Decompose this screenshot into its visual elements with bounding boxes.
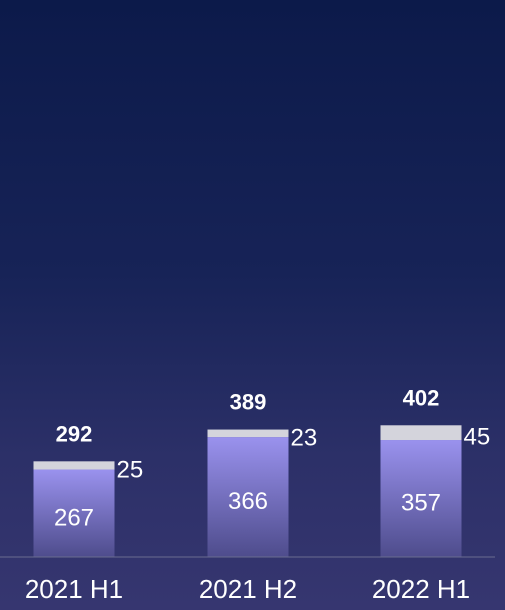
- data-label-top: 23: [291, 424, 318, 451]
- x-tick-label: 2022 H1: [372, 574, 470, 604]
- bar-segment-main: [33, 469, 115, 557]
- bar-segment-main: [380, 440, 462, 557]
- x-tick-label: 2021 H2: [199, 574, 297, 604]
- data-label-top: 25: [117, 456, 144, 483]
- data-label-total: 402: [403, 385, 440, 410]
- data-label-main: 357: [401, 490, 441, 517]
- bar-segment-top: [33, 461, 115, 470]
- data-label-total: 292: [56, 421, 93, 446]
- data-label-main: 267: [54, 504, 94, 531]
- x-tick-label: 2021 H1: [25, 574, 123, 604]
- data-label-main: 366: [228, 488, 268, 515]
- bar-segment-top: [207, 429, 289, 438]
- data-label-total: 389: [230, 390, 267, 415]
- bar-segment-main: [207, 437, 289, 557]
- bar-segment-top: [380, 425, 462, 441]
- data-label-top: 45: [464, 424, 491, 451]
